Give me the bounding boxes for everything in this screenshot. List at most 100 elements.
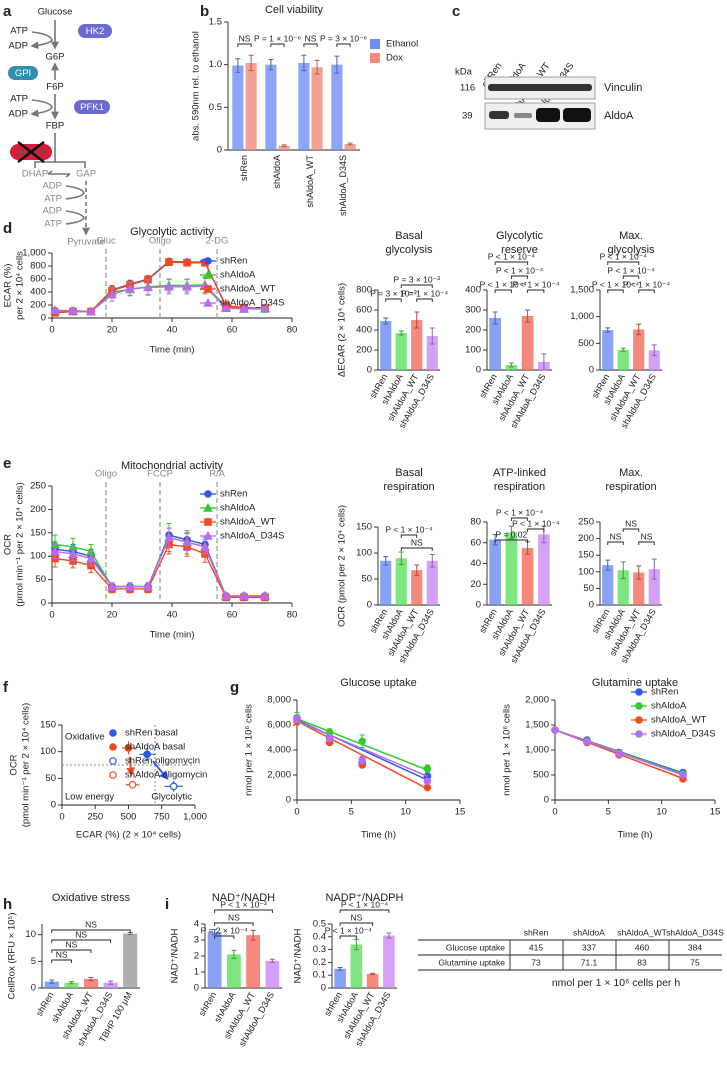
chart-title: respiration [605, 481, 656, 493]
panel-label: i [165, 896, 169, 913]
band [489, 111, 509, 119]
error-bar [337, 967, 343, 971]
y-tick-label: 200 [465, 325, 481, 336]
y-tick-label: 0 [41, 598, 46, 609]
error-bar [429, 327, 435, 345]
panel-label: h [3, 896, 12, 913]
significance-label: P = 3 × 10⁻⁶ [320, 33, 367, 43]
x-axis-label: Time (min) [149, 630, 194, 641]
bar [265, 960, 280, 988]
y-tick-label: 0.1 [313, 970, 326, 981]
chart-title: Glycolytic [496, 230, 544, 242]
legend-marker [204, 490, 212, 498]
x-tick-label: shRen [239, 155, 249, 181]
bar [383, 935, 395, 988]
band [563, 108, 591, 122]
event-label: 2-DG [206, 236, 229, 247]
error-bar [383, 317, 389, 325]
significance-label: P < 1 × 10⁻⁴ [385, 524, 433, 534]
y-tick-label: 1,500 [570, 285, 594, 296]
x-tick-label: shAldoA [272, 155, 282, 189]
x-tick-label: 20 [107, 610, 118, 621]
y-axis-label: OCR [3, 534, 14, 555]
table-cell: 73 [531, 957, 541, 967]
y-tick-label: 0.4 [313, 931, 326, 942]
table-cell: Glucose uptake [446, 942, 505, 952]
significance-label: NS [305, 33, 317, 43]
y-tick-label: 150 [30, 527, 46, 538]
bar [265, 64, 277, 150]
error-bar [492, 311, 498, 325]
marker [423, 777, 432, 786]
size-marker: 39 [462, 111, 473, 122]
marker [86, 306, 96, 316]
y-axis-label: NAD⁺/NADH [293, 929, 304, 984]
legend-label: Dox [386, 53, 403, 64]
y-axis-label: ΔECAR (2 × 10⁴ cells) [337, 283, 348, 377]
table-cell: 337 [582, 942, 596, 952]
y-tick-label: 400 [465, 285, 481, 296]
chart-title: reserve [501, 244, 538, 256]
significance-bracket [339, 922, 374, 926]
y-tick-label: 0 [194, 983, 199, 994]
cofactor: ADP [42, 206, 62, 217]
x-tick-label: 0 [294, 807, 299, 818]
significance-label: P < 1 × 10⁻⁴ [341, 899, 389, 909]
error-bar [636, 565, 642, 580]
legend-marker [635, 730, 643, 738]
y-tick-label: 0 [476, 365, 481, 376]
legend-label: shAldoA_D34S [220, 298, 284, 309]
band [536, 108, 560, 122]
x-tick-label: 0 [552, 807, 557, 818]
bar [411, 320, 423, 370]
arrow [30, 99, 53, 118]
y-tick-label: 0.5 [209, 102, 222, 113]
y-tick-label: 0 [367, 600, 372, 611]
significance-bracket [51, 949, 92, 953]
band [488, 84, 592, 91]
marker [169, 782, 178, 791]
y-tick-label: 100 [465, 345, 481, 356]
chart-title: NAD⁺/NADH [212, 892, 275, 904]
legend-label: shRen oligomycin [125, 756, 200, 767]
significance-bracket [607, 261, 640, 265]
y-tick-label: 0.2 [313, 957, 326, 968]
error-bar [68, 981, 74, 985]
table-caption: nmol per 1 × 10⁶ cells per h [552, 977, 681, 989]
significance-bracket [214, 935, 235, 939]
y-tick-label: 600 [30, 274, 46, 285]
legend-marker [635, 716, 643, 724]
legend-marker [204, 285, 212, 293]
panel-label: d [3, 220, 12, 237]
enzyme [78, 24, 112, 38]
bar [380, 321, 392, 370]
marker [164, 281, 174, 291]
significance-bracket [339, 935, 357, 939]
y-tick-label: 60 [470, 537, 481, 548]
marker [325, 734, 334, 743]
significance-bracket [510, 517, 529, 521]
panel-label: f [3, 679, 9, 696]
significance-bracket [494, 289, 512, 293]
significance-bracket [527, 289, 545, 293]
y-tick-label: 2 [194, 951, 199, 962]
y-axis-label: (pmol min⁻¹ per 2 × 10⁴ cells) [15, 482, 26, 606]
marker [679, 771, 687, 779]
significance-label: P < 1 × 10⁻⁴ [496, 265, 544, 275]
error-bar [429, 554, 435, 568]
unit-label: kDa [455, 67, 473, 78]
marker [183, 258, 191, 267]
significance-bracket [622, 528, 640, 532]
legend-label: shAldoA_WT [651, 715, 707, 726]
x-axis-label: ECAR (%) (2 × 10⁴ cells) [76, 830, 181, 841]
chart-title: Glucose uptake [340, 677, 416, 689]
metabolite: Glucose [38, 7, 73, 18]
y-tick-label: 0.3 [313, 944, 326, 955]
legend-marker [635, 702, 643, 710]
series-line [54, 285, 266, 313]
panel-label: a [3, 3, 12, 20]
error-bar [651, 558, 657, 580]
y-tick-label: 3 [194, 935, 199, 946]
significance-bracket [416, 298, 433, 302]
error-bar [508, 525, 514, 540]
